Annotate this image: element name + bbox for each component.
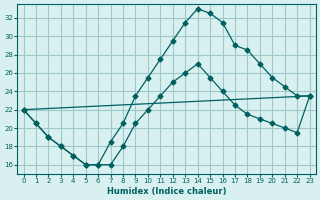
X-axis label: Humidex (Indice chaleur): Humidex (Indice chaleur) bbox=[107, 187, 226, 196]
